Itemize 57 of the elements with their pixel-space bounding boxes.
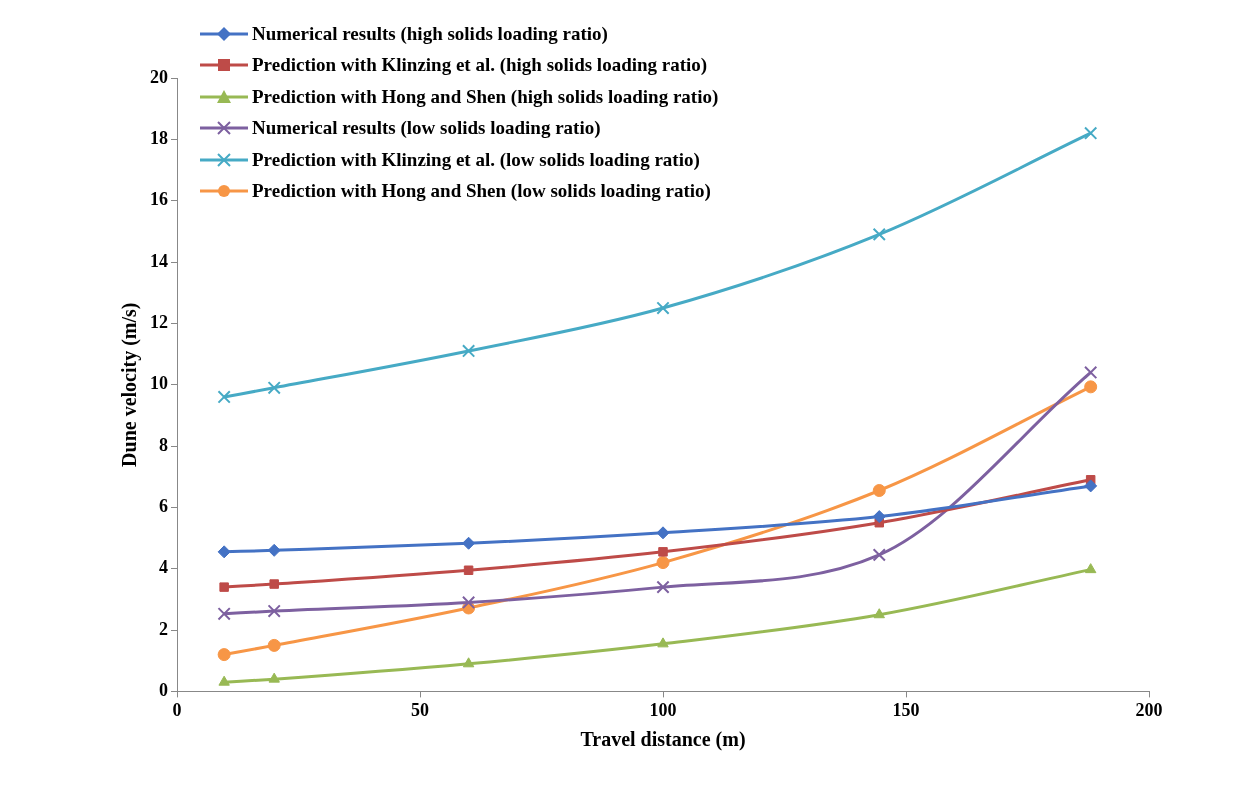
y-tick-label: 6 bbox=[159, 496, 168, 517]
point bbox=[656, 526, 670, 540]
legend-label: Numerical results (low solids loading ratio) bbox=[252, 117, 601, 140]
legend-label: Prediction with Hong and Shen (low solids loading ratio) bbox=[252, 180, 711, 203]
y-tick-label: 12 bbox=[150, 312, 168, 333]
point bbox=[1084, 380, 1098, 394]
point bbox=[217, 545, 231, 559]
y-tick-label: 4 bbox=[159, 557, 168, 578]
legend-label: Prediction with Klinzing et al. (low solids loading ratio) bbox=[252, 148, 700, 171]
point bbox=[462, 536, 476, 550]
point bbox=[872, 548, 886, 562]
point bbox=[269, 579, 279, 589]
x-tick-label: 150 bbox=[892, 699, 920, 720]
point bbox=[217, 648, 231, 662]
point bbox=[872, 484, 886, 498]
x-axis-title: Travel distance (m) bbox=[580, 728, 746, 752]
point bbox=[462, 657, 475, 668]
y-tick-label: 10 bbox=[150, 373, 168, 394]
point bbox=[872, 510, 886, 524]
point bbox=[267, 604, 281, 618]
y-tick-label: 0 bbox=[159, 680, 168, 701]
legend-label: Prediction with Hong and Shen (high solids loading ratio) bbox=[252, 85, 719, 108]
y-tick-label: 2 bbox=[159, 618, 168, 639]
point bbox=[657, 637, 669, 648]
x-tick-label: 200 bbox=[1135, 699, 1163, 720]
y-tick-label: 20 bbox=[150, 66, 168, 87]
x-tick-label: 100 bbox=[649, 699, 677, 720]
x-tick-label: 50 bbox=[411, 699, 429, 720]
y-tick-label: 16 bbox=[150, 189, 168, 210]
point bbox=[1084, 365, 1098, 380]
point bbox=[873, 608, 885, 619]
point bbox=[656, 580, 670, 594]
point bbox=[872, 227, 886, 242]
point bbox=[1084, 479, 1098, 493]
point bbox=[463, 565, 474, 575]
y-tick-label: 18 bbox=[150, 128, 168, 148]
y-tick-label: 14 bbox=[150, 250, 168, 271]
point bbox=[1084, 563, 1097, 574]
y-axis-title: Dune velocity (m/s) bbox=[118, 302, 142, 467]
point bbox=[267, 543, 281, 557]
point bbox=[656, 556, 670, 570]
point bbox=[656, 301, 670, 315]
point bbox=[217, 390, 231, 404]
point bbox=[219, 582, 229, 592]
point bbox=[461, 344, 476, 358]
legend-label: Prediction with Klinzing et al. (high solids loading ratio) bbox=[252, 54, 708, 77]
point bbox=[267, 381, 281, 395]
legend-label: Numerical results (high solids loading ratio) bbox=[252, 22, 608, 45]
point bbox=[1084, 126, 1098, 140]
point bbox=[658, 547, 668, 557]
point bbox=[461, 595, 476, 610]
point bbox=[268, 672, 280, 683]
x-tick-label: 0 bbox=[172, 699, 182, 720]
point bbox=[267, 638, 281, 652]
y-tick-label: 8 bbox=[159, 434, 168, 455]
point bbox=[217, 607, 231, 621]
point bbox=[218, 675, 230, 686]
